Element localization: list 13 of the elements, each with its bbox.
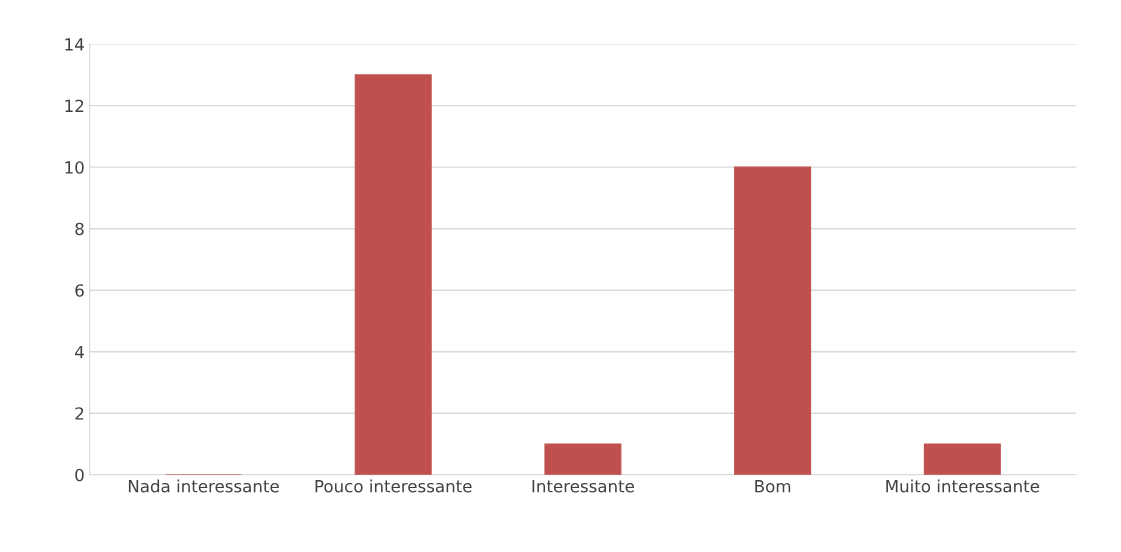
y-tick-label: 10: [65, 161, 84, 174]
x-tick-label: Interessante: [532, 480, 634, 493]
x-tick-label: Nada interessante: [128, 479, 279, 493]
y-tick-label: 8: [75, 222, 84, 236]
x-tick-label: Muito interessante: [886, 479, 1040, 493]
y-tick-label: 4: [75, 345, 84, 359]
x-tick-label: Pouco interessante: [315, 479, 472, 493]
y-tick-label: 14: [65, 38, 84, 51]
y-tick-label: 0: [75, 468, 84, 482]
y-tick-label: 2: [75, 407, 84, 420]
y-tick-label: 12: [65, 99, 84, 112]
x-tick-label: Bom: [755, 480, 791, 493]
y-tick-label: 6: [75, 284, 84, 297]
